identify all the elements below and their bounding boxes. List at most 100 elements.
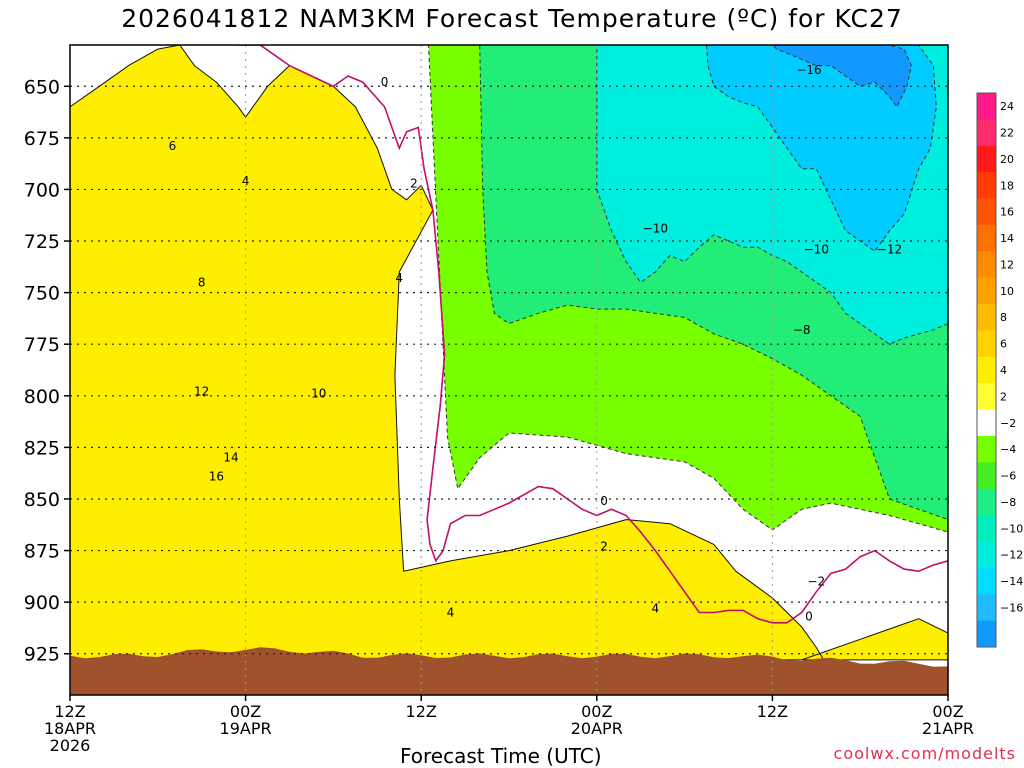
colorbar-cell — [977, 198, 996, 226]
contour-label: 4 — [447, 605, 455, 619]
temperature-regions — [70, 45, 948, 661]
region-warm-2 — [70, 45, 948, 661]
contour-label: 14 — [223, 451, 238, 465]
contour-label: −10 — [643, 222, 668, 236]
colorbar-border — [976, 92, 997, 648]
contour-label: 2 — [410, 176, 418, 190]
contour-label: 6 — [169, 139, 177, 153]
contour-label: 12 — [194, 385, 209, 399]
colorbar-cell — [977, 251, 996, 279]
colorbar-label: −16 — [1000, 601, 1023, 614]
colorbar-label: 10 — [1000, 285, 1014, 298]
colorbar: 24 22 20 18 16 14 12 10 8 6 4 2 −2 −4 −6 −8 −10 −12 −14 −16 — [976, 92, 1023, 648]
colorbar-cell — [977, 145, 996, 173]
contour-label: 4 — [652, 601, 660, 615]
contour-label: 16 — [209, 469, 224, 483]
region-cold-16 — [771, 45, 912, 108]
x-tick-label: 20APR — [571, 719, 623, 738]
colorbar-label: −14 — [1000, 575, 1023, 588]
chart-title: 2026041812 NAM3KM Forecast Temperature (… — [121, 4, 903, 33]
colorbar-cell — [977, 330, 996, 358]
contour-label: −2 — [807, 575, 825, 589]
colorbar-cell — [977, 172, 996, 200]
colorbar-cell — [977, 409, 996, 437]
colorbar-label: 4 — [1000, 364, 1007, 377]
colorbar-cell — [977, 224, 996, 252]
contour-label: 0 — [805, 610, 813, 624]
contour-labels: 0 2 4 6 4 8 10 12 14 16 −10 −10 −12 −8 −16 0 2 4 4 −2 0 — [169, 63, 903, 624]
colorbar-label: −6 — [1000, 470, 1016, 483]
credit-text: coolwx.com/modelts — [833, 744, 1016, 763]
y-tick-label: 775 — [24, 334, 60, 356]
y-tick-label: 675 — [24, 128, 60, 150]
x-tick-label: 00Z — [932, 702, 963, 721]
colorbar-label: 16 — [1000, 206, 1014, 219]
y-axis: 650 675 700 725 750 775 800 825 850 875 900 925 — [24, 76, 70, 666]
x-tick-label: 2026 — [50, 736, 91, 755]
colorbar-label: 18 — [1000, 179, 1014, 192]
contour-label: 0 — [600, 494, 608, 508]
contour-label: −12 — [877, 242, 902, 256]
colorbar-cell — [977, 488, 996, 516]
terrain-fill — [70, 647, 948, 695]
colorbar-label: −10 — [1000, 522, 1023, 535]
plot-border — [69, 44, 949, 696]
colorbar-cell — [977, 304, 996, 331]
colorbar-label: −4 — [1000, 443, 1016, 456]
contour-label: 2 — [600, 539, 608, 553]
colorbar-label: 14 — [1000, 232, 1014, 245]
colorbar-cell — [977, 435, 996, 463]
colorbar-label: 8 — [1000, 311, 1007, 324]
terrain-ground — [70, 647, 948, 695]
colorbar-label: −2 — [1000, 417, 1016, 430]
zero-isotherm — [238, 45, 948, 624]
colorbar-label: 20 — [1000, 153, 1014, 166]
colorbar-cell — [977, 383, 996, 411]
colorbar-label: 6 — [1000, 338, 1007, 351]
colorbar-label: −12 — [1000, 549, 1023, 562]
contour-label: 10 — [311, 387, 326, 401]
plot-frame — [69, 44, 949, 696]
colorbar-cell — [977, 356, 996, 384]
x-tick-label: 21APR — [922, 719, 974, 738]
x-tick-label: 00Z — [230, 702, 261, 721]
y-tick-label: 800 — [24, 386, 60, 408]
contour-label: −8 — [793, 323, 811, 337]
x-axis-label: Forecast Time (UTC) — [400, 744, 602, 768]
colorbar-cell — [977, 462, 996, 490]
y-tick-label: 650 — [24, 76, 60, 98]
colorbar-cell — [977, 567, 996, 595]
colorbar-cell — [977, 515, 996, 542]
colorbar-cell — [977, 620, 996, 648]
colorbar-cell — [977, 119, 996, 147]
colorbar-label: 22 — [1000, 127, 1014, 140]
x-tick-label: 18APR — [44, 719, 96, 738]
x-tick-label: 12Z — [406, 702, 437, 721]
y-tick-label: 900 — [24, 592, 60, 614]
contour-label: −10 — [804, 242, 829, 256]
zero-isotherm-line — [238, 45, 948, 624]
x-tick-label: 12Z — [54, 702, 85, 721]
y-tick-label: 700 — [24, 179, 60, 201]
x-tick-label: 00Z — [581, 702, 612, 721]
y-tick-label: 750 — [24, 283, 60, 305]
x-tick-label: 12Z — [757, 702, 788, 721]
y-tick-label: 925 — [24, 644, 60, 666]
colorbar-label: 24 — [1000, 100, 1014, 113]
contour-label: 0 — [381, 75, 389, 89]
colorbar-cell — [977, 541, 996, 569]
x-tick-label: 19APR — [220, 719, 272, 738]
y-tick-label: 875 — [24, 541, 60, 563]
colorbar-label: −8 — [1000, 496, 1016, 509]
colorbar-cell — [977, 93, 996, 120]
y-tick-label: 825 — [24, 437, 60, 459]
contour-label: −16 — [796, 63, 821, 77]
contour-label: 4 — [395, 271, 403, 285]
y-tick-label: 725 — [24, 231, 60, 253]
region-cold-14 — [706, 45, 937, 252]
contour-label: 4 — [242, 174, 250, 188]
y-tick-label: 850 — [24, 489, 60, 511]
contour-label: 8 — [198, 275, 206, 289]
